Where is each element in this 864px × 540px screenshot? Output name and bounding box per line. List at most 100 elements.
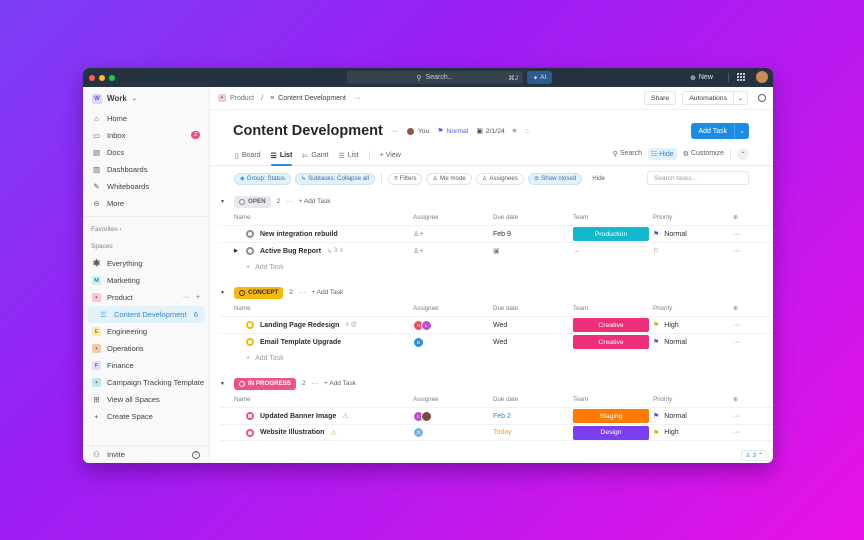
workspace-switcher[interactable]: W Work ⌄ <box>83 87 209 110</box>
priority-cell[interactable]: ⚑ Normal <box>653 412 733 421</box>
group-add-task[interactable]: + Add Task <box>324 380 356 387</box>
add-view-button[interactable]: + View <box>379 152 401 159</box>
more-options-icon[interactable]: ··· <box>182 294 190 301</box>
space-marketing[interactable]: M Marketing <box>83 272 209 289</box>
minimize-window-button[interactable] <box>99 74 105 81</box>
team-pill[interactable]: Production <box>573 227 649 241</box>
priority-cell[interactable]: ⚐ <box>653 247 733 255</box>
add-column-icon[interactable]: ⊕ <box>733 305 739 312</box>
team-pill[interactable]: Staging <box>573 409 649 423</box>
more-options-icon[interactable]: ··· <box>311 380 319 387</box>
help-icon[interactable]: ? <box>192 450 200 459</box>
col-priority[interactable]: Priority <box>653 305 673 312</box>
status-badge[interactable]: CONCEPT <box>234 286 284 299</box>
due-date[interactable]: Feb 9 <box>493 230 511 238</box>
more-options-icon[interactable]: ··· <box>390 127 398 135</box>
row-more-icon[interactable]: ··· <box>733 321 740 329</box>
status-icon[interactable] <box>246 230 254 238</box>
group-add-task[interactable]: + Add Task <box>298 198 331 205</box>
sidebar-item-dashboards[interactable]: ▥ Dashboards <box>83 161 209 178</box>
add-task-button[interactable]: Add Task ⌄ <box>691 123 749 139</box>
row-more-icon[interactable]: ··· <box>733 230 740 238</box>
table-row[interactable]: Website Illustration ⚠ D Today Design ⚑ Hi… <box>220 424 773 441</box>
task-name[interactable]: New integration rebuild <box>260 230 338 238</box>
status-icon[interactable] <box>246 247 254 255</box>
search-tasks-input[interactable]: Search tasks... <box>647 171 749 185</box>
team-pill[interactable]: Creative <box>573 335 649 349</box>
add-task-row[interactable]: + Add Task <box>220 350 773 367</box>
tab-board[interactable]: ▯ Board <box>235 146 261 165</box>
search-view-button[interactable]: ⚲ Search <box>613 150 642 158</box>
chat-icon[interactable] <box>758 94 766 102</box>
col-priority[interactable]: Priority <box>653 214 673 221</box>
hide-filter-button[interactable]: Hide <box>592 175 605 182</box>
status-icon[interactable] <box>246 321 254 329</box>
group-add-task[interactable]: + Add Task <box>311 289 344 296</box>
col-due-date[interactable]: Due date <box>493 396 519 403</box>
tab-gantt[interactable]: ⊨ Gantt <box>302 146 328 165</box>
description-icon[interactable]: ≡ <box>512 127 517 135</box>
task-name[interactable]: Website Illustration <box>260 429 325 436</box>
tab-private-list[interactable]: ☰ List <box>339 146 359 165</box>
status-badge[interactable]: IN PROGRESS <box>234 377 296 390</box>
ai-button[interactable]: ✦ AI <box>527 71 552 84</box>
col-due-date[interactable]: Due date <box>493 214 519 221</box>
chevron-down-icon[interactable]: ⌄ <box>737 95 743 102</box>
assignee-cell[interactable]: L <box>413 410 493 422</box>
space-campaign-tracking[interactable]: ▪ Campaign Tracking Template <box>83 374 209 391</box>
priority-cell[interactable]: ⚑ Normal <box>653 230 733 239</box>
calendar-add-icon[interactable]: ▣ <box>493 248 500 255</box>
table-row[interactable]: ▶ Active Bug Report ↳ 3 ≡ ♙+ ▣ – ⚐ ··· <box>220 242 773 259</box>
automations-button[interactable]: Automations ⌄ <box>682 91 748 105</box>
sidebar-item-whiteboards[interactable]: ✎ Whiteboards <box>83 178 209 195</box>
tab-list[interactable]: ☰ List <box>270 146 292 166</box>
collapse-group-icon[interactable]: ▼ <box>220 198 225 205</box>
space-operations[interactable]: ▪ Operations <box>83 340 209 357</box>
user-avatar[interactable] <box>756 71 768 83</box>
expand-subtasks-icon[interactable]: ▶ <box>234 248 238 254</box>
hide-button[interactable]: ☷ Hide <box>648 148 677 160</box>
invite-button[interactable]: ⚇ Invite ? <box>83 445 209 463</box>
me-mode-chip[interactable]: ♙ Me mode <box>426 172 472 185</box>
chevron-down-icon[interactable]: ⌄ <box>734 123 749 139</box>
customize-button[interactable]: ⚙ Customize <box>683 150 724 158</box>
table-row[interactable]: Email Template Upgrade B Wed Creative ⚑ N… <box>220 333 773 350</box>
breadcrumb-current[interactable]: Content Development <box>278 94 346 102</box>
row-more-icon[interactable]: ··· <box>733 429 740 436</box>
add-column-icon[interactable]: ⊕ <box>733 396 739 403</box>
assignee-cell[interactable]: D <box>413 427 493 438</box>
team-pill[interactable]: Design <box>573 425 649 440</box>
collapse-group-icon[interactable]: ▼ <box>220 380 225 387</box>
priority-cell[interactable]: ⚑ Normal <box>653 338 733 347</box>
team-empty[interactable]: – <box>575 247 579 255</box>
col-assignee[interactable]: Assignee <box>413 214 439 221</box>
assignee-cell[interactable]: B <box>413 336 493 348</box>
add-task-row[interactable]: + Add Task <box>220 259 773 276</box>
row-more-icon[interactable]: ··· <box>733 338 740 346</box>
view-all-spaces[interactable]: ⊞ View all Spaces <box>83 391 209 408</box>
breadcrumb-parent[interactable]: Product <box>230 94 255 102</box>
table-row[interactable]: New integration rebuild ♙+ Feb 9 Product… <box>220 225 773 242</box>
date-field[interactable]: ▣ 2/1/24 <box>476 127 504 136</box>
task-name[interactable]: Email Template Upgrade <box>260 338 342 346</box>
col-name[interactable]: Name <box>234 305 251 312</box>
create-space[interactable]: + Create Space <box>83 408 209 425</box>
sidebar-item-docs[interactable]: ▤ Docs <box>83 144 209 161</box>
row-more-icon[interactable]: ··· <box>733 412 740 420</box>
priority-cell[interactable]: ⚑ High <box>653 429 733 437</box>
col-due-date[interactable]: Due date <box>493 305 519 312</box>
col-priority[interactable]: Priority <box>653 396 673 403</box>
global-search[interactable]: ⚲ Search... ⌘J <box>347 71 523 84</box>
bell-icon[interactable]: ◌ <box>524 127 529 135</box>
space-engineering[interactable]: E Engineering <box>83 323 209 340</box>
due-date[interactable]: Today <box>493 429 512 436</box>
row-more-icon[interactable]: ··· <box>733 247 740 255</box>
status-icon[interactable] <box>246 428 254 437</box>
assignees-chip[interactable]: ♙ Assignees <box>475 172 524 185</box>
due-date[interactable]: Wed <box>493 338 508 346</box>
collapse-group-icon[interactable]: ▼ <box>220 289 225 296</box>
more-options-icon[interactable]: ··· <box>353 94 361 102</box>
space-finance[interactable]: F Finance <box>83 357 209 374</box>
